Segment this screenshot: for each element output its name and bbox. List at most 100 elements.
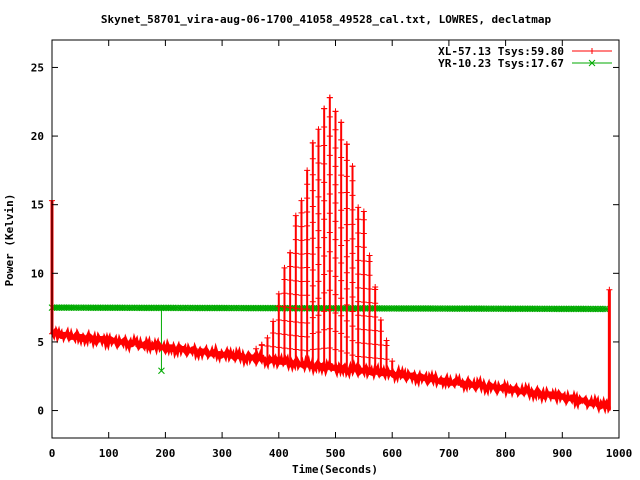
xl-spike-point <box>281 358 288 365</box>
xl-spike-point <box>275 344 282 351</box>
y-axis: 0 5 10 15 20 25 <box>31 61 619 418</box>
xl-spike-point <box>360 230 367 237</box>
xl-spike-point <box>275 330 282 337</box>
xl-spike-point <box>332 236 339 243</box>
xl-spike-point <box>304 250 311 257</box>
xl-spike-point <box>366 258 373 265</box>
legend-marker-xl <box>589 48 595 54</box>
xl-spike-point <box>343 317 350 324</box>
legend-label-xl: XL-57.13 Tsys:59.80 <box>438 45 564 58</box>
xl-spike-point <box>321 345 328 352</box>
xl-spike-point <box>338 330 345 337</box>
xl-spike-point <box>349 352 356 359</box>
xl-spike-point <box>304 195 311 202</box>
xl-spike-point <box>366 368 373 375</box>
xl-spike-point <box>332 365 339 372</box>
xl-spike-point <box>321 216 328 223</box>
xl-spike-point <box>332 255 339 262</box>
xl-spike-point <box>332 218 339 225</box>
xl-spike-peak <box>292 212 299 219</box>
x-axis-label: Time(Seconds) <box>292 463 378 476</box>
xl-spike-point <box>304 208 311 215</box>
xl-spike-point <box>343 189 350 196</box>
xl-spike-point <box>332 200 339 207</box>
xl-spike-point <box>332 163 339 170</box>
xl-spike-point <box>264 343 271 350</box>
xl-spike-point <box>281 331 288 338</box>
x-tick-label: 300 <box>212 447 232 460</box>
xl-spike-point <box>292 346 299 353</box>
xl-spike-point <box>343 221 350 228</box>
xl-spike-point <box>338 295 345 302</box>
xl-spike-point <box>343 205 350 212</box>
xl-spike-point <box>366 313 373 320</box>
xl-spike-peak <box>287 249 294 256</box>
xl-spike-point <box>281 317 288 324</box>
y-tick-label: 20 <box>31 130 44 143</box>
xl-spike-point <box>326 287 333 294</box>
xl-spike-point <box>326 306 333 313</box>
xl-spike-point <box>309 346 316 353</box>
xl-spike-peak <box>321 105 328 112</box>
xl-spike-point <box>309 187 316 194</box>
xl-spike-peak <box>355 204 362 211</box>
xl-spike-point <box>343 350 350 357</box>
xl-spike-point <box>366 354 373 361</box>
xl-spike-peak <box>338 119 345 126</box>
xl-spike-point <box>338 172 345 179</box>
xl-spike-point <box>304 292 311 299</box>
xl-spike-point <box>304 236 311 243</box>
xl-spike-point <box>309 282 316 289</box>
xl-spike-point <box>309 330 316 337</box>
xl-spike-point <box>383 356 390 363</box>
xl-spike-point <box>355 339 362 346</box>
xl-spike-point <box>315 261 322 268</box>
xl-spike-point <box>338 312 345 319</box>
xl-spike-point <box>355 284 362 291</box>
xl-spike-point <box>343 173 350 180</box>
x-tick-label: 500 <box>326 447 346 460</box>
xl-spike-point <box>321 160 328 167</box>
xl-spike-point <box>355 257 362 264</box>
xl-spike-point <box>287 318 294 325</box>
xl-spike-point <box>343 366 350 373</box>
y-tick-label: 10 <box>31 267 44 280</box>
xl-spike-point <box>292 264 299 271</box>
xl-spike-point <box>349 206 356 213</box>
xl-spike-point <box>372 368 379 375</box>
xl-spike-point <box>355 243 362 250</box>
xl-spike-point <box>315 160 322 167</box>
y-tick-label: 25 <box>31 61 44 74</box>
xl-spike-point <box>343 157 350 164</box>
xl-spike-point <box>298 305 305 312</box>
xl-spike-point <box>332 291 339 298</box>
xl-spike-point <box>275 358 282 365</box>
xl-spike-point <box>360 257 367 264</box>
xl-spike-peak <box>332 108 339 115</box>
xl-spike-point <box>309 219 316 226</box>
xl-spike-point <box>366 299 373 306</box>
xl-spike-peak <box>383 337 390 344</box>
xl-spike-point <box>304 361 311 368</box>
xl-spike-point <box>270 357 277 364</box>
xl-spike-peak <box>372 284 379 291</box>
xl-spike-peak <box>343 141 350 148</box>
x-tick-label: 100 <box>99 447 119 460</box>
xl-spike-point <box>332 310 339 317</box>
xl-spike-point <box>298 209 305 216</box>
xl-spike-point <box>326 325 333 332</box>
xl-spike-point <box>304 333 311 340</box>
xl-spike-peak <box>281 264 288 271</box>
xl-spike-point <box>360 299 367 306</box>
xl-spike-point <box>338 365 345 372</box>
xl-spike-point <box>281 276 288 283</box>
xl-spike-point <box>315 227 322 234</box>
xl-spike-point <box>253 355 260 362</box>
xl-spike-point <box>366 285 373 292</box>
x-tick-label: 400 <box>269 447 289 460</box>
xl-spike-point <box>287 304 294 311</box>
xl-spike-peak <box>315 126 322 133</box>
series-xl <box>49 94 613 415</box>
xl-spike-point <box>298 333 305 340</box>
